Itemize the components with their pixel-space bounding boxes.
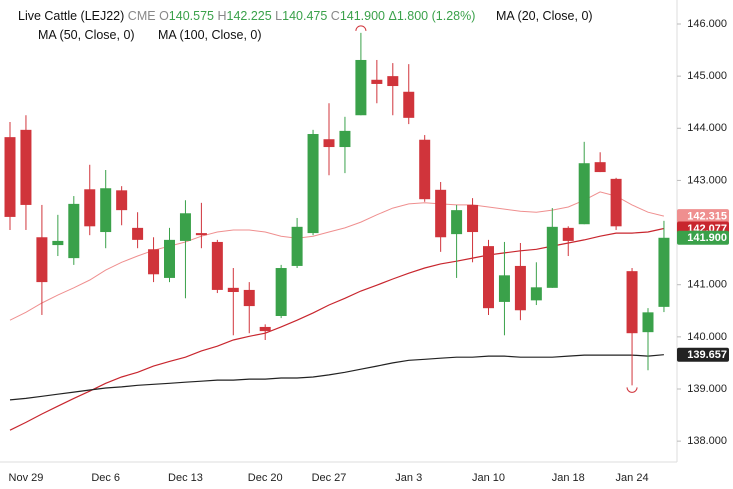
candle-body <box>371 79 383 84</box>
candle-body <box>275 268 287 316</box>
candle-body <box>578 163 590 225</box>
candle-body <box>164 239 175 278</box>
x-tick-label: Dec 13 <box>168 472 203 484</box>
legend-entry: MA (100, Close, 0) <box>158 28 262 42</box>
quote-key: L <box>275 9 283 23</box>
candle-body <box>148 249 160 275</box>
candle-body <box>132 227 144 240</box>
quote-value: 140.475 <box>282 9 328 23</box>
candle-body <box>259 326 271 332</box>
x-tick-label: Dec 20 <box>248 472 283 484</box>
x-tick-label: Jan 3 <box>395 472 422 484</box>
y-tick-label: 145.000 <box>687 70 727 82</box>
candle-body <box>562 227 574 241</box>
candle-body <box>642 312 654 333</box>
candle-body <box>658 237 670 307</box>
candle-body <box>291 226 303 266</box>
candle-body <box>387 76 399 87</box>
candle-body <box>52 240 64 246</box>
high-marker <box>355 25 367 31</box>
candle-body <box>100 188 112 233</box>
x-tick-label: Jan 18 <box>552 472 585 484</box>
price-tag <box>677 347 729 362</box>
candle-body <box>307 134 319 234</box>
candle-body <box>451 210 463 235</box>
quote-key: O <box>159 9 169 23</box>
candle-body <box>594 162 606 173</box>
price-tag-label: 141.900 <box>687 232 727 244</box>
quote-change: Δ1.800 (1.28%) <box>388 9 476 23</box>
quote-value: 142.225 <box>226 9 272 23</box>
y-tick-label: 138.000 <box>687 435 727 447</box>
price-tag-label: 142.315 <box>687 211 727 223</box>
x-tick-label: Dec 6 <box>91 472 120 484</box>
candle-body <box>355 59 367 116</box>
candle-body <box>195 233 207 236</box>
candle-body <box>20 129 32 205</box>
legend-entry: MA (50, Close, 0) <box>38 28 135 42</box>
candle-body <box>467 204 479 233</box>
candle-body <box>498 275 510 302</box>
candle-body <box>339 130 351 148</box>
y-tick-label: 143.000 <box>687 174 727 186</box>
candle-body <box>116 190 128 211</box>
candle-body <box>435 189 447 238</box>
candle-body <box>68 203 80 259</box>
y-tick-label: 144.000 <box>687 122 727 134</box>
candle-body <box>323 139 335 148</box>
quote-value: 140.575 <box>168 9 214 23</box>
candle-body <box>36 237 48 283</box>
ma-line <box>9 191 665 321</box>
candle-body <box>211 241 223 290</box>
chart-title: Live Cattle (LEJ22) <box>18 9 125 23</box>
candle-body <box>84 189 96 227</box>
quote-key: C <box>330 9 340 23</box>
candle-body <box>179 213 191 241</box>
x-tick-label: Nov 29 <box>9 472 44 484</box>
candle-body <box>514 265 526 311</box>
y-tick-label: 141.000 <box>687 279 727 291</box>
quote-value: 141.900 <box>339 9 386 23</box>
price-tag <box>677 230 729 245</box>
candle-body <box>227 287 239 293</box>
quote-header: Live Cattle (LEJ22) CME O140.575 H142.22… <box>18 9 475 23</box>
price-tag <box>677 209 729 224</box>
x-tick-label: Jan 24 <box>616 472 649 484</box>
x-tick-label: Jan 10 <box>472 472 505 484</box>
candle-body <box>403 91 415 118</box>
y-tick-label: 139.000 <box>687 383 727 395</box>
exchange: CME <box>127 9 156 23</box>
candle-body <box>626 271 638 334</box>
quote-key: H <box>217 9 227 23</box>
x-tick-label: Dec 27 <box>312 472 347 484</box>
y-tick-label: 146.000 <box>687 18 727 30</box>
y-tick-label: 140.000 <box>687 331 727 343</box>
candle-body <box>530 287 542 301</box>
candle-body <box>546 226 558 288</box>
candle-body <box>243 289 255 307</box>
ma-line <box>9 354 664 401</box>
legend-entry: MA (20, Close, 0) <box>496 9 593 23</box>
candle-body <box>4 137 16 217</box>
candle-body <box>419 139 431 200</box>
low-marker <box>626 387 638 393</box>
candle-body <box>610 178 622 227</box>
price-tag-label: 139.657 <box>687 349 727 361</box>
ma-line <box>9 227 665 431</box>
candle-body <box>483 246 494 309</box>
